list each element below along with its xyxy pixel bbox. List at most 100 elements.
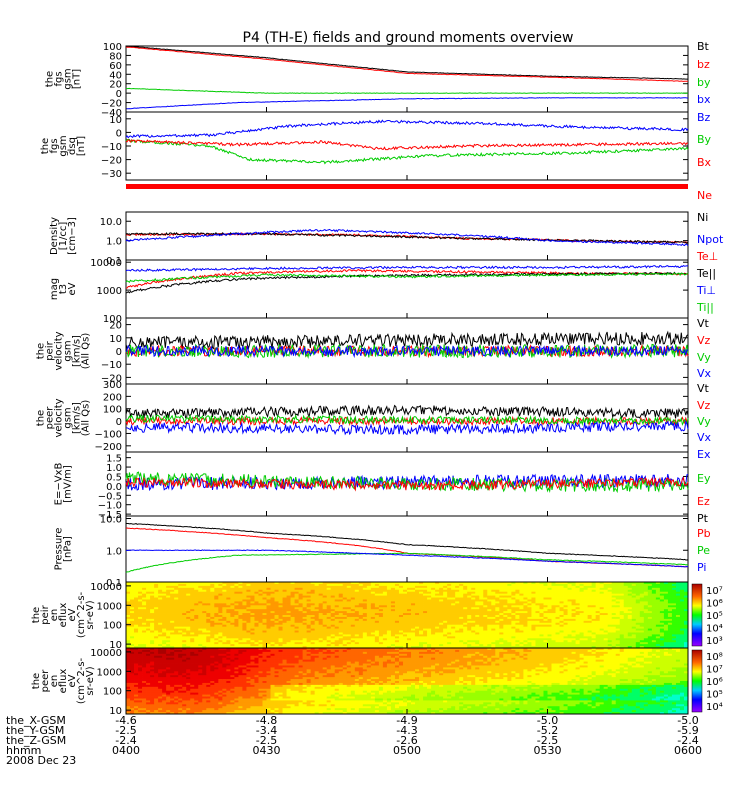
spectrogram-cell bbox=[475, 646, 480, 649]
spectrogram-cell bbox=[655, 626, 661, 629]
spectrogram-cell bbox=[198, 613, 203, 616]
spectrogram-cell bbox=[218, 582, 223, 585]
spectrogram-cell bbox=[519, 624, 524, 628]
spectrogram-cell bbox=[635, 624, 641, 628]
spectrogram-cell bbox=[282, 589, 287, 593]
y-tick-label: 1.0 bbox=[106, 237, 122, 248]
spectrogram-cell bbox=[382, 595, 388, 598]
spectrogram-cell bbox=[126, 611, 131, 614]
spectrogram-cell bbox=[443, 644, 448, 647]
spectrogram-cell bbox=[555, 595, 560, 598]
spectrogram-cell bbox=[274, 603, 279, 606]
spectrogram-cell bbox=[551, 613, 556, 616]
spectrogram-cell bbox=[222, 622, 227, 626]
spectrogram-cell bbox=[162, 638, 167, 641]
spectrogram-cell bbox=[515, 599, 520, 602]
spectrogram-cell bbox=[443, 636, 448, 639]
spectrogram-cell bbox=[439, 640, 444, 643]
spectrogram-cell bbox=[459, 615, 464, 618]
spectrogram-cell bbox=[627, 583, 633, 587]
spectrogram-cell bbox=[238, 644, 243, 647]
y-axis-label-line: Pressure bbox=[54, 528, 65, 571]
spectrogram-cell bbox=[326, 644, 332, 647]
spectrogram-cell bbox=[250, 601, 255, 604]
spectrogram-cell bbox=[603, 605, 609, 608]
spectrogram-cell bbox=[234, 582, 239, 585]
spectrogram-cell bbox=[358, 599, 364, 602]
spectrogram-cell bbox=[166, 582, 171, 585]
spectrogram-cell bbox=[571, 599, 576, 602]
spectrogram-cell bbox=[675, 595, 681, 598]
spectrogram-cell bbox=[443, 634, 448, 637]
spectrogram-cell bbox=[310, 591, 316, 595]
spectrogram-cell bbox=[467, 589, 472, 593]
spectrogram-cell bbox=[451, 582, 456, 585]
spectrogram-cell bbox=[479, 591, 484, 595]
spectrogram-cell bbox=[475, 583, 480, 587]
spectrogram-cell bbox=[563, 607, 568, 610]
spectrogram-cell bbox=[467, 609, 472, 612]
spectrogram-cell bbox=[298, 601, 304, 604]
spectrogram-cell bbox=[306, 613, 312, 616]
spectrogram-cell bbox=[214, 607, 219, 610]
spectrogram-cell bbox=[246, 638, 251, 641]
spectrogram-cell bbox=[330, 609, 336, 612]
spectrogram-cell bbox=[366, 601, 372, 604]
spectrogram-cell bbox=[186, 628, 191, 631]
spectrogram-cell bbox=[443, 613, 448, 616]
spectrogram-cell bbox=[254, 616, 259, 620]
spectrogram-cell bbox=[286, 620, 291, 624]
spectrogram-cell bbox=[455, 585, 460, 589]
spectrogram-cell bbox=[258, 640, 263, 643]
spectrogram-cell bbox=[639, 591, 645, 595]
spectrogram-cell bbox=[583, 613, 589, 616]
spectrogram-cell bbox=[463, 591, 468, 595]
spectrogram-cell bbox=[659, 585, 665, 589]
spectrogram-cell bbox=[346, 597, 352, 600]
spectrogram-cell bbox=[178, 595, 183, 598]
spectrogram-cell bbox=[423, 646, 428, 649]
spectrogram-cell bbox=[374, 634, 380, 637]
spectrogram-cell bbox=[479, 607, 484, 610]
spectrogram-cell bbox=[314, 624, 320, 628]
spectrogram-cell bbox=[286, 607, 291, 610]
spectrogram-cell bbox=[551, 634, 556, 637]
spectrogram-cell bbox=[358, 624, 364, 628]
spectrogram-cell bbox=[218, 624, 223, 628]
spectrogram-cell bbox=[563, 613, 568, 616]
spectrogram-cell bbox=[370, 587, 376, 591]
spectrogram-cell bbox=[186, 611, 191, 614]
spectrogram-cell bbox=[543, 591, 548, 595]
spectrogram-cell bbox=[683, 628, 689, 631]
spectrogram-cell bbox=[134, 634, 139, 637]
spectrogram-cell bbox=[599, 632, 605, 635]
spectrogram-cell bbox=[495, 642, 500, 645]
spectrogram-cell bbox=[511, 640, 516, 643]
spectrogram-cell bbox=[170, 615, 175, 618]
spectrogram-cell bbox=[334, 583, 340, 587]
spectrogram-cell bbox=[575, 630, 581, 633]
spectrogram-cell bbox=[423, 632, 428, 635]
spectrogram-cell bbox=[270, 595, 275, 598]
spectrogram-cell bbox=[643, 626, 649, 629]
spectrogram-cell bbox=[150, 611, 155, 614]
spectrogram-cell bbox=[222, 611, 227, 614]
spectrogram-cell bbox=[338, 611, 344, 614]
spectrogram-cell bbox=[378, 597, 384, 600]
spectrogram-cell bbox=[318, 585, 324, 589]
spectrogram-cell bbox=[683, 605, 689, 608]
spectrogram-cell bbox=[435, 585, 440, 589]
spectrogram-cell bbox=[463, 620, 468, 624]
spectrogram-cell bbox=[354, 607, 360, 610]
spectrogram-cell bbox=[479, 583, 484, 587]
spectrogram-cell bbox=[186, 583, 191, 587]
y-axis-label-line: [nPa] bbox=[63, 536, 74, 562]
spectrogram-cell bbox=[170, 638, 175, 641]
spectrogram-cell bbox=[286, 615, 291, 618]
spectrogram-cell bbox=[254, 628, 259, 631]
spectrogram-cell bbox=[258, 595, 263, 598]
spectrogram-cell bbox=[206, 638, 211, 641]
spectrogram-cell bbox=[282, 638, 287, 641]
spectrogram-cell bbox=[314, 615, 320, 618]
